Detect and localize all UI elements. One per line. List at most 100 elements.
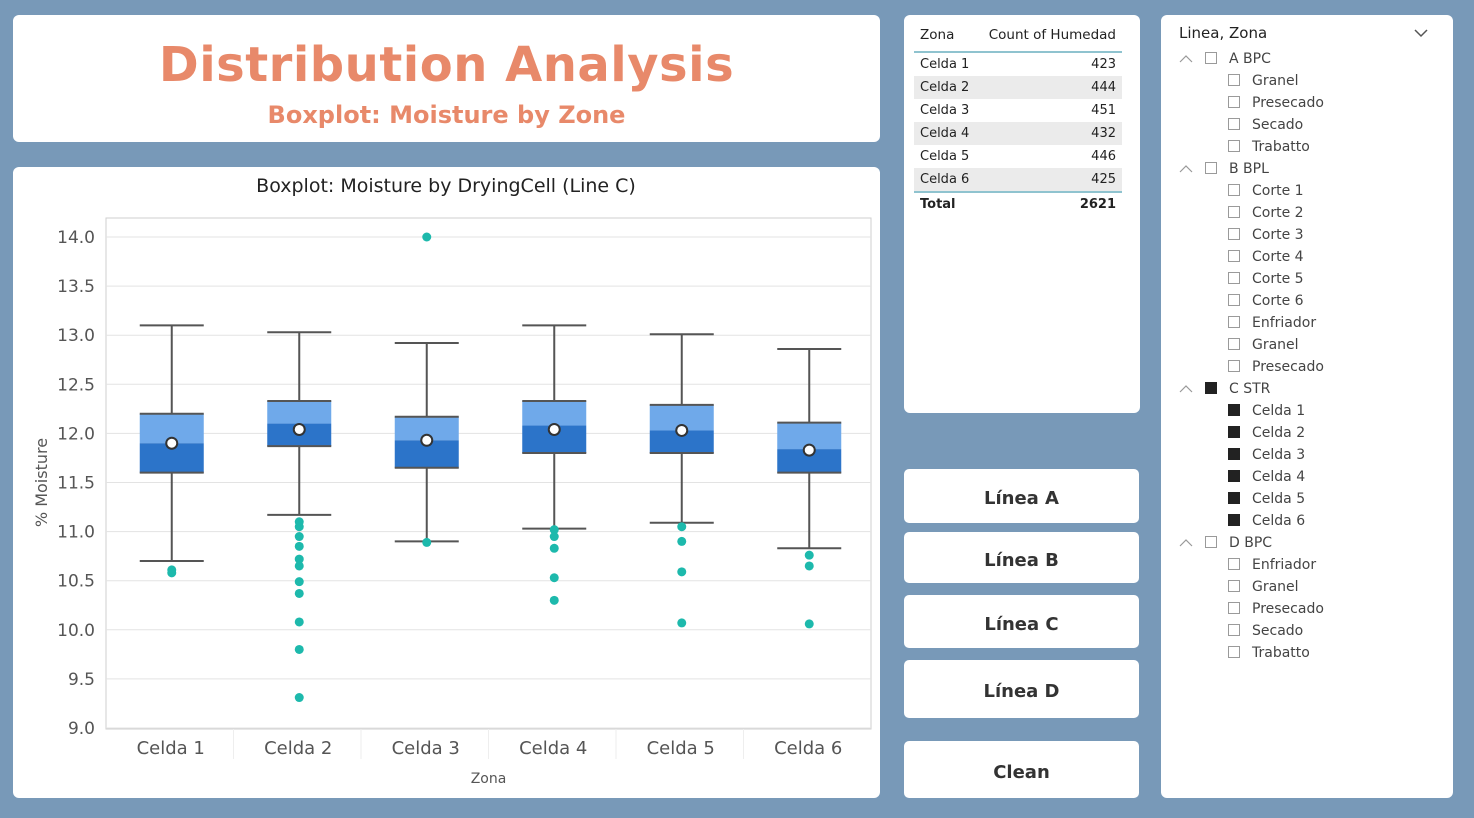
column-header-zona[interactable]: Zona: [914, 25, 978, 53]
slicer-child-item[interactable]: Granel: [1179, 70, 1429, 92]
slicer-child-item[interactable]: Granel: [1179, 334, 1429, 356]
checkbox[interactable]: [1228, 140, 1240, 152]
checkbox[interactable]: [1228, 184, 1240, 196]
table-row[interactable]: Celda 2 444: [914, 76, 1122, 99]
checkbox[interactable]: [1228, 646, 1240, 658]
clean-button[interactable]: Clean: [904, 741, 1139, 798]
slicer-child-item[interactable]: Secado: [1179, 114, 1429, 136]
slicer-group-item[interactable]: D BPC: [1179, 532, 1429, 554]
outlier-point: [294, 588, 304, 598]
slicer-child-item[interactable]: Corte 3: [1179, 224, 1429, 246]
slicer-child-item[interactable]: Enfriador: [1179, 554, 1429, 576]
checkbox[interactable]: [1228, 514, 1240, 526]
outlier-point: [167, 568, 177, 578]
slicer-group-item[interactable]: C STR: [1179, 378, 1429, 400]
table-row[interactable]: Celda 4 432: [914, 122, 1122, 145]
slicer-child-item[interactable]: Celda 5: [1179, 488, 1429, 510]
table-row[interactable]: Celda 3 451: [914, 99, 1122, 122]
slicer-header[interactable]: Linea, Zona: [1179, 24, 1437, 46]
checkbox[interactable]: [1228, 228, 1240, 240]
checkbox[interactable]: [1228, 118, 1240, 130]
checkbox[interactable]: [1228, 492, 1240, 504]
slicer-child-item[interactable]: Celda 1: [1179, 400, 1429, 422]
outlier-point: [294, 541, 304, 551]
slicer-child-item[interactable]: Corte 6: [1179, 290, 1429, 312]
slicer-child-item[interactable]: Presecado: [1179, 598, 1429, 620]
y-tick-label: 9.5: [68, 670, 95, 690]
column-header-count[interactable]: Count of Humedad: [977, 25, 1122, 53]
checkbox[interactable]: [1228, 602, 1240, 614]
box-upper: [267, 400, 332, 424]
outlier-point: [677, 536, 687, 546]
checkbox[interactable]: [1228, 250, 1240, 262]
checkbox[interactable]: [1228, 272, 1240, 284]
slicer-child-label: Corte 3: [1252, 227, 1304, 243]
checkbox[interactable]: [1228, 294, 1240, 306]
linea-b-button[interactable]: Línea B: [904, 532, 1139, 583]
checkbox[interactable]: [1228, 206, 1240, 218]
outlier-point: [422, 537, 432, 547]
table-cell-count: 446: [1091, 149, 1116, 164]
checkbox[interactable]: [1205, 536, 1217, 548]
slicer-group-label: D BPC: [1229, 535, 1273, 551]
slicer-child-label: Presecado: [1252, 359, 1324, 375]
checkbox[interactable]: [1228, 580, 1240, 592]
outlier-point: [677, 618, 687, 628]
slicer-child-item[interactable]: Corte 4: [1179, 246, 1429, 268]
slicer-child-label: Enfriador: [1252, 315, 1317, 331]
checkbox[interactable]: [1228, 470, 1240, 482]
linea-d-button[interactable]: Línea D: [904, 660, 1139, 718]
checkbox[interactable]: [1228, 624, 1240, 636]
chevron-up-icon[interactable]: [1179, 48, 1195, 77]
checkbox[interactable]: [1205, 52, 1217, 64]
chevron-down-icon[interactable]: [1413, 24, 1429, 42]
chevron-up-icon[interactable]: [1179, 378, 1195, 407]
chevron-up-icon[interactable]: [1179, 158, 1195, 187]
slicer-group-item[interactable]: A BPC: [1179, 48, 1429, 70]
outlier-point: [294, 693, 304, 703]
outlier-point: [549, 573, 559, 583]
slicer-child-item[interactable]: Corte 5: [1179, 268, 1429, 290]
checkbox[interactable]: [1205, 382, 1217, 394]
slicer-child-item[interactable]: Celda 2: [1179, 422, 1429, 444]
table-cell-count: 451: [1091, 103, 1116, 118]
linea-c-button[interactable]: Línea C: [904, 595, 1139, 648]
checkbox[interactable]: [1228, 338, 1240, 350]
table-row[interactable]: Celda 5 446: [914, 145, 1122, 168]
slicer-child-label: Granel: [1252, 579, 1299, 595]
chevron-up-icon[interactable]: [1179, 532, 1195, 561]
outlier-point: [294, 532, 304, 542]
checkbox[interactable]: [1228, 96, 1240, 108]
checkbox[interactable]: [1228, 448, 1240, 460]
checkbox[interactable]: [1228, 316, 1240, 328]
outlier-point: [804, 550, 814, 560]
slicer-child-item[interactable]: Secado: [1179, 620, 1429, 642]
slicer-child-item[interactable]: Corte 1: [1179, 180, 1429, 202]
y-tick-label: 10.5: [57, 572, 95, 592]
checkbox[interactable]: [1228, 426, 1240, 438]
outlier-point: [677, 567, 687, 577]
box-lower: [649, 430, 714, 454]
y-tick-label: 12.0: [57, 424, 95, 444]
linea-a-button[interactable]: Línea A: [904, 469, 1139, 523]
slicer-child-item[interactable]: Granel: [1179, 576, 1429, 598]
slicer-child-item[interactable]: Trabatto: [1179, 136, 1429, 158]
table-row[interactable]: Celda 6 425: [914, 168, 1122, 192]
slicer-child-item[interactable]: Corte 2: [1179, 202, 1429, 224]
slicer-child-item[interactable]: Celda 3: [1179, 444, 1429, 466]
checkbox[interactable]: [1228, 74, 1240, 86]
checkbox[interactable]: [1228, 360, 1240, 372]
checkbox[interactable]: [1228, 404, 1240, 416]
checkbox[interactable]: [1228, 558, 1240, 570]
table-row[interactable]: Celda 1 423: [914, 52, 1122, 76]
slicer-child-item[interactable]: Presecado: [1179, 356, 1429, 378]
checkbox[interactable]: [1205, 162, 1217, 174]
slicer-group-item[interactable]: B BPL: [1179, 158, 1429, 180]
outlier-point: [549, 525, 559, 535]
slicer-child-item[interactable]: Celda 6: [1179, 510, 1429, 532]
slicer-child-item[interactable]: Trabatto: [1179, 642, 1429, 664]
slicer-child-item[interactable]: Enfriador: [1179, 312, 1429, 334]
outlier-point: [804, 619, 814, 629]
slicer-child-item[interactable]: Celda 4: [1179, 466, 1429, 488]
slicer-child-item[interactable]: Presecado: [1179, 92, 1429, 114]
